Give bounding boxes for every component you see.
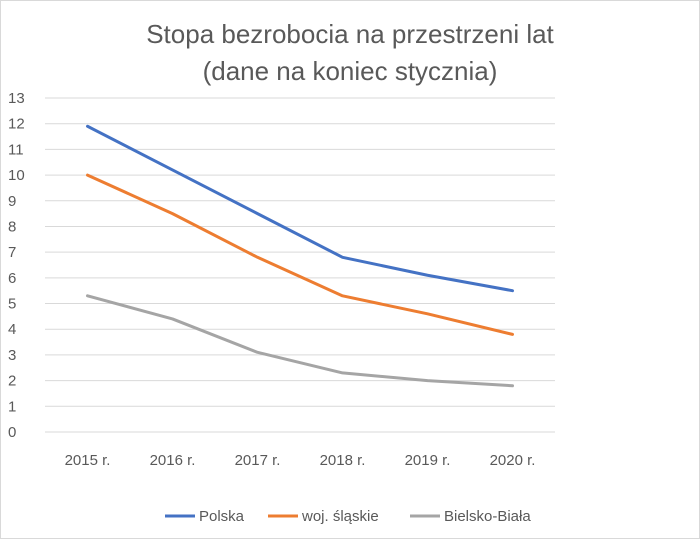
x-tick-label: 2019 r. (405, 452, 451, 469)
x-tick-label: 2020 r. (490, 452, 536, 469)
y-tick-label: 7 (8, 244, 16, 261)
x-tick-label: 2016 r. (150, 452, 196, 469)
y-tick-label: 10 (8, 167, 25, 184)
series-line-bielsko-bia-a (86, 294, 514, 388)
y-tick-label: 2 (8, 373, 16, 390)
x-tick-label: 2015 r. (65, 452, 111, 469)
legend-label: woj. śląskie (301, 508, 379, 525)
y-tick-label: 9 (8, 193, 16, 210)
y-tick-label: 12 (8, 116, 25, 133)
y-tick-label: 13 (8, 90, 25, 107)
series-line-polska (86, 124, 514, 293)
y-tick-label: 8 (8, 218, 16, 235)
y-tick-label: 5 (8, 296, 16, 313)
legend-label: Polska (199, 508, 245, 525)
series-line-woj-l-skie (86, 173, 514, 336)
x-tick-label: 2018 r. (320, 452, 366, 469)
y-tick-label: 6 (8, 270, 16, 287)
y-tick-label: 1 (8, 398, 16, 415)
legend-label: Bielsko-Biała (444, 508, 531, 525)
chart-title-line-1: Stopa bezrobocia na przestrzeni lat (146, 19, 554, 49)
y-tick-label: 3 (8, 347, 16, 364)
y-tick-label: 4 (8, 321, 16, 338)
y-tick-label: 11 (8, 141, 24, 158)
chart-title-line-2: (dane na koniec stycznia) (203, 56, 498, 86)
x-tick-label: 2017 r. (235, 452, 281, 469)
y-tick-label: 0 (8, 424, 16, 441)
